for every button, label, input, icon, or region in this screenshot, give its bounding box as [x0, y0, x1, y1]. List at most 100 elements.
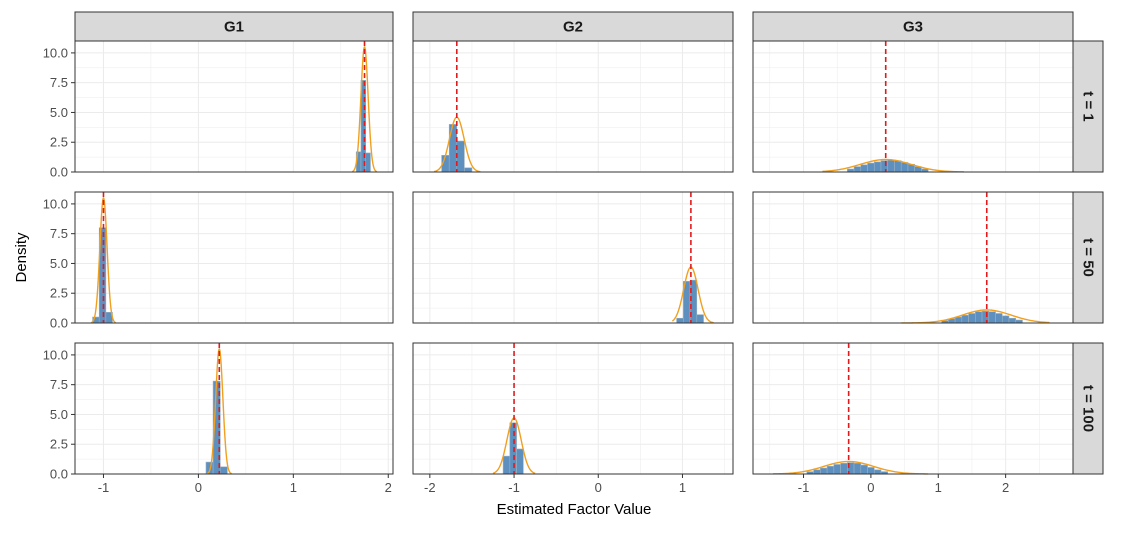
- histogram-bar: [968, 313, 976, 324]
- panel-background: [75, 192, 393, 323]
- histogram-bar: [516, 448, 524, 475]
- x-tick-label: 2: [1002, 480, 1009, 495]
- histogram-bar: [900, 162, 909, 173]
- panel-g3-100: -1 0 1 2: [752, 342, 1074, 495]
- y-tick-label: 2.5: [50, 135, 68, 150]
- y-tick-label: 2.5: [50, 437, 68, 452]
- histogram-bar: [867, 162, 875, 173]
- density-curve: [773, 460, 929, 475]
- panel-g1-100: 0.0 2.5 5.0 7.5 10.0 -1 0 1 2: [43, 342, 394, 495]
- column-strip-label: G3: [903, 19, 923, 36]
- x-tick-label: 1: [679, 480, 686, 495]
- histogram-bar: [219, 466, 228, 475]
- histogram-bar: [873, 161, 882, 173]
- histogram-bar: [840, 462, 848, 475]
- panel-background: [413, 343, 733, 474]
- y-tick-label: 5.0: [50, 256, 68, 271]
- histogram-bar: [833, 464, 841, 475]
- panel-g2-50: [412, 191, 734, 324]
- histogram-bar: [448, 124, 458, 173]
- x-tick-label: 1: [290, 480, 297, 495]
- panel-background: [753, 192, 1073, 323]
- panel-g2-1: [412, 40, 734, 173]
- histogram-bar: [365, 152, 371, 173]
- y-tick-label: 0.0: [50, 316, 68, 331]
- histogram-bar: [867, 467, 875, 475]
- x-tick-label: -1: [508, 480, 520, 495]
- histogram-bar: [887, 159, 895, 173]
- y-axis-title: Density: [13, 232, 30, 283]
- panel-g1-1: 0.0 2.5 5.0 7.5 10.0: [43, 40, 394, 180]
- x-axis-title: Estimated Factor Value: [497, 501, 652, 518]
- density-curve: [206, 347, 232, 475]
- x-tick-label: 1: [935, 480, 942, 495]
- column-strip: [74, 11, 394, 42]
- panel-g3-1: [752, 40, 1074, 173]
- panel-background: [753, 343, 1073, 474]
- histogram-bar: [981, 310, 990, 324]
- histogram-bar: [813, 469, 821, 475]
- panel-background: [75, 41, 393, 172]
- y-tick-label: 5.0: [50, 105, 68, 120]
- panel-background: [413, 192, 733, 323]
- panel-border: [74, 191, 394, 324]
- row-strip-label: t = 50: [1080, 238, 1097, 277]
- panel-background: [75, 343, 393, 474]
- density-curve: [822, 158, 964, 173]
- y-tick-label: 7.5: [50, 75, 68, 90]
- histogram-bar: [464, 167, 473, 173]
- x-tick-label: 0: [595, 480, 602, 495]
- histogram-bar: [873, 469, 882, 475]
- histogram-bar: [860, 464, 868, 475]
- row-strip: [1072, 191, 1104, 324]
- histogram-bar: [853, 166, 862, 173]
- histogram-bar: [696, 314, 704, 324]
- y-tick-label: 5.0: [50, 407, 68, 422]
- column-strip-label: G2: [563, 19, 583, 36]
- row-strip-label: t = 1: [1080, 91, 1097, 121]
- histogram-bar: [502, 455, 511, 475]
- histogram-bar: [880, 160, 889, 173]
- panel-background: [753, 41, 1073, 172]
- y-tick-label: 10.0: [43, 196, 68, 211]
- density-curve: [901, 309, 1050, 324]
- histogram-bar: [975, 311, 983, 324]
- density-curve: [351, 45, 378, 173]
- histogram-bar: [1001, 315, 1010, 324]
- x-tick-label: -2: [424, 480, 436, 495]
- histogram-bar: [954, 316, 963, 324]
- histogram-bar: [1008, 317, 1017, 324]
- y-tick-label: 0.0: [50, 165, 68, 180]
- histogram-bar: [826, 465, 835, 475]
- panel-border: [412, 191, 734, 324]
- panel-g3-50: [752, 191, 1074, 324]
- row-strip: [1072, 342, 1104, 475]
- x-tick-label: 2: [385, 480, 392, 495]
- density-curve: [671, 266, 714, 324]
- histogram-bar: [961, 314, 969, 324]
- histogram-bar: [676, 317, 684, 324]
- column-strip-label: G1: [224, 19, 244, 36]
- column-strip: [412, 11, 734, 42]
- y-tick-label: 10.0: [43, 347, 68, 362]
- x-tick-label: -1: [798, 480, 810, 495]
- x-tick-label: 0: [867, 480, 874, 495]
- histogram-bar: [820, 467, 828, 475]
- panel-g1-50: 0.0 2.5 5.0 7.5 10.0: [43, 191, 394, 331]
- panel-g2-100: -2 -1 0 1: [412, 342, 734, 495]
- y-tick-label: 7.5: [50, 377, 68, 392]
- y-tick-label: 2.5: [50, 286, 68, 301]
- row-strip: [1072, 40, 1104, 173]
- column-strip: [752, 11, 1074, 42]
- x-tick-label: -1: [98, 480, 110, 495]
- panel-border: [74, 342, 394, 475]
- histogram-bar: [988, 311, 996, 324]
- density-curve: [90, 196, 117, 324]
- histogram-bar: [860, 164, 868, 173]
- histogram-bar: [456, 140, 465, 173]
- y-tick-label: 7.5: [50, 226, 68, 241]
- row-strip-label: t = 100: [1080, 385, 1097, 432]
- y-tick-label: 0.0: [50, 467, 68, 482]
